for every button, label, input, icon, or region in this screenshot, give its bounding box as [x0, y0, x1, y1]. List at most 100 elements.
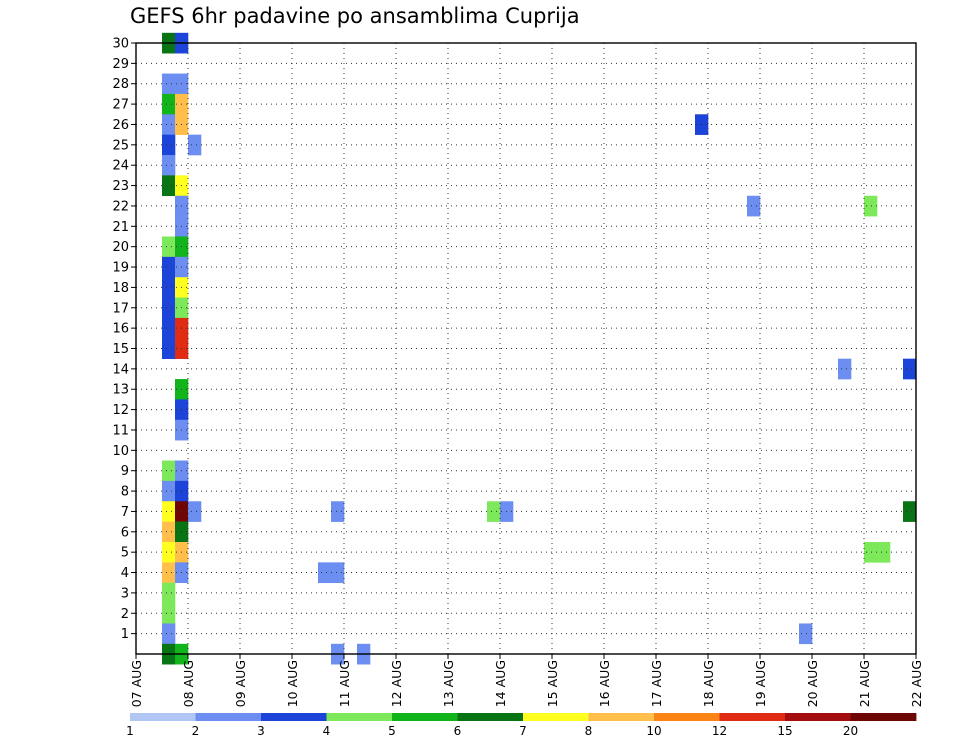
data-cell — [162, 562, 176, 584]
data-cell — [162, 521, 176, 543]
y-tick-label: 7 — [121, 505, 129, 520]
data-cell — [162, 175, 176, 197]
chart-title: GEFS 6hr padavine po ansamblima Cuprija — [130, 4, 580, 28]
x-tick-label: 11 AUG — [337, 660, 352, 707]
y-tick-label: 19 — [112, 261, 129, 276]
y-tick-label: 10 — [112, 444, 129, 459]
y-tick-label: 12 — [112, 403, 129, 418]
data-cell — [162, 582, 176, 604]
x-tick-label: 13 AUG — [441, 660, 456, 707]
y-tick-label: 27 — [112, 98, 129, 113]
data-cell — [162, 93, 176, 115]
data-cell — [487, 501, 501, 522]
x-tick-label: 09 AUG — [233, 660, 248, 707]
data-cell — [331, 562, 345, 584]
x-tick-label: 12 AUG — [389, 660, 404, 707]
colorbar-swatch — [850, 713, 917, 721]
data-cell — [162, 317, 176, 339]
data-cell — [188, 501, 202, 522]
y-tick-label: 24 — [112, 159, 129, 174]
data-cell — [162, 114, 176, 135]
y-tick-label: 3 — [121, 586, 129, 601]
y-tick-label: 16 — [112, 322, 129, 337]
colorbar-swatch — [785, 713, 851, 721]
colorbar-swatch — [130, 713, 196, 721]
x-tick-label: 18 AUG — [701, 660, 716, 707]
y-tick-label: 15 — [112, 342, 129, 357]
x-tick-label: 15 AUG — [545, 660, 560, 707]
data-cell — [162, 134, 176, 156]
colorbar-swatch — [261, 713, 327, 721]
data-cell — [838, 358, 852, 380]
colorbar-label: 6 — [454, 724, 462, 738]
y-tick-label: 22 — [112, 199, 129, 214]
colorbar-label: 20 — [843, 724, 858, 738]
colorbar-label: 4 — [323, 724, 331, 738]
data-cell — [162, 155, 176, 176]
data-cell — [162, 480, 176, 502]
data-cell — [188, 134, 202, 156]
colorbar-label: 3 — [257, 724, 265, 738]
colorbar-swatch — [457, 713, 524, 721]
data-cell — [162, 501, 176, 522]
colorbar-label: 7 — [519, 724, 527, 738]
colorbar-swatch — [654, 713, 720, 721]
data-cell — [162, 73, 176, 95]
data-cell — [799, 623, 813, 645]
data-cell — [903, 501, 917, 522]
y-tick-label: 23 — [112, 179, 129, 194]
x-tick-label: 21 AUG — [857, 660, 872, 707]
y-tick-label: 21 — [112, 220, 129, 235]
y-tick-label: 9 — [121, 464, 129, 479]
y-tick-label: 28 — [112, 77, 129, 92]
y-tick-label: 14 — [112, 362, 129, 377]
x-tick-label: 10 AUG — [285, 660, 300, 707]
y-tick-label: 2 — [121, 607, 129, 622]
data-cell — [877, 541, 891, 563]
data-cell — [162, 277, 176, 298]
x-tick-label: 08 AUG — [181, 660, 196, 707]
colorbar-label: 10 — [646, 724, 661, 738]
y-tick-label: 4 — [121, 566, 129, 581]
y-tick-label: 18 — [112, 281, 129, 296]
colorbar-label: 12 — [712, 724, 727, 738]
data-cell — [331, 501, 345, 522]
colorbar-label: 2 — [192, 724, 200, 738]
y-tick-label: 1 — [121, 627, 129, 642]
data-cell — [864, 195, 878, 217]
data-cell — [162, 256, 176, 278]
colorbar-label: 1 — [126, 724, 134, 738]
colorbar-swatch — [523, 713, 589, 721]
data-cell — [864, 541, 878, 563]
y-tick-label: 20 — [112, 240, 129, 255]
colorbar-label: 8 — [585, 724, 593, 738]
y-tick-label: 26 — [112, 118, 129, 133]
x-tick-label: 20 AUG — [805, 660, 820, 707]
y-tick-label: 5 — [121, 546, 129, 561]
data-cell — [162, 297, 176, 319]
y-tick-label: 6 — [121, 525, 129, 540]
data-cell — [162, 338, 176, 359]
y-tick-label: 29 — [112, 57, 129, 72]
colorbar-swatch — [392, 713, 458, 721]
y-tick-label: 17 — [112, 301, 129, 316]
y-tick-label: 25 — [112, 138, 129, 153]
data-cell — [162, 623, 176, 645]
data-cell — [162, 236, 176, 258]
data-cell — [747, 195, 761, 217]
colorbar-label: 5 — [388, 724, 396, 738]
colorbar-label: 15 — [777, 724, 792, 738]
y-tick-label: 8 — [121, 485, 129, 500]
y-tick-label: 30 — [112, 37, 129, 52]
colorbar-swatch — [719, 713, 786, 721]
data-cell — [903, 358, 917, 380]
x-tick-label: 19 AUG — [753, 660, 768, 707]
data-cell — [162, 541, 176, 563]
colorbar-swatch — [588, 713, 655, 721]
y-tick-label: 13 — [112, 383, 129, 398]
x-tick-label: 16 AUG — [597, 660, 612, 707]
data-cell — [162, 603, 176, 624]
x-tick-label: 22 AUG — [909, 660, 924, 707]
y-tick-label: 11 — [112, 423, 129, 438]
